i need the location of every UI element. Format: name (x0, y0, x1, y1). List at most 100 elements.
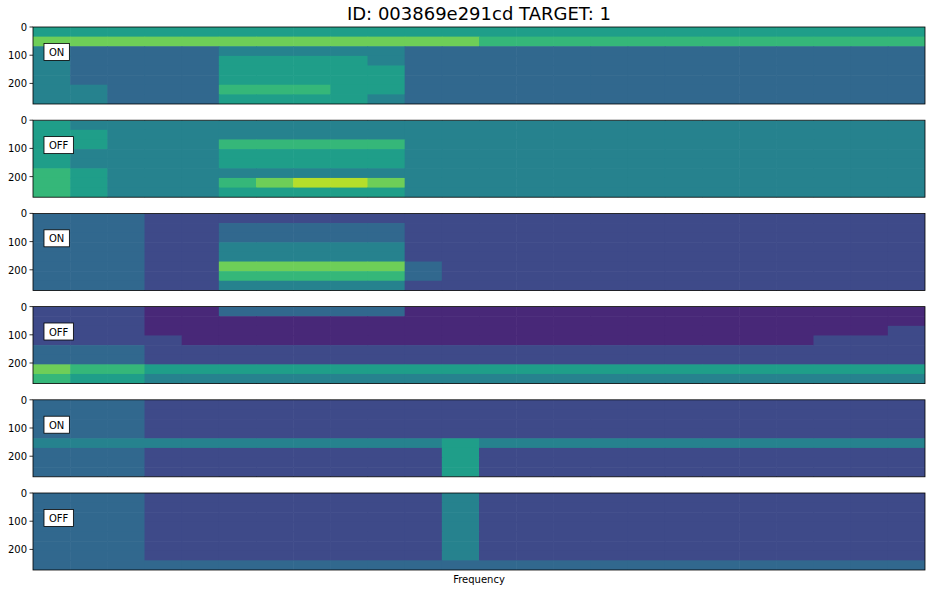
cell (665, 130, 703, 140)
cell (888, 307, 925, 317)
cell (591, 355, 629, 365)
cell (888, 512, 925, 522)
cell (405, 364, 443, 374)
cell (405, 458, 443, 468)
annotation-frame (44, 509, 73, 526)
cell (553, 364, 591, 374)
cell (182, 66, 220, 76)
cell (145, 355, 183, 365)
cell (814, 316, 852, 326)
cell (776, 458, 814, 468)
cell (739, 400, 777, 410)
annotation-box: OFF (44, 323, 73, 340)
cell (107, 94, 145, 104)
cell (330, 355, 368, 365)
cell (888, 46, 925, 56)
cell (814, 178, 852, 188)
cell (33, 541, 71, 551)
cell (479, 335, 517, 345)
cell (145, 168, 183, 178)
cell (70, 374, 108, 384)
cell (330, 532, 368, 542)
cell (368, 551, 406, 561)
cell (665, 252, 703, 262)
cell (70, 168, 108, 178)
cell (665, 532, 703, 542)
cell (368, 522, 406, 532)
cell (739, 46, 777, 56)
cell (219, 56, 257, 66)
cell (702, 130, 740, 140)
cell (219, 130, 257, 140)
cell (591, 493, 629, 503)
cell (293, 532, 331, 542)
cell (479, 316, 517, 326)
annotation: OFF (49, 327, 69, 338)
cell (107, 56, 145, 66)
cell (665, 213, 703, 223)
cell (219, 512, 257, 522)
cell (442, 374, 480, 384)
cell (851, 374, 889, 384)
cell (814, 326, 852, 336)
cell (888, 419, 925, 429)
cell (888, 345, 925, 355)
cell (553, 541, 591, 551)
cell (776, 120, 814, 130)
cell (368, 448, 406, 458)
cell (702, 178, 740, 188)
frame (33, 27, 925, 104)
cell (702, 75, 740, 85)
tick-label: 200 (8, 78, 27, 89)
cell (330, 560, 368, 570)
cell (814, 541, 852, 551)
cell (70, 94, 108, 104)
cell (33, 532, 71, 542)
cell (888, 223, 925, 233)
cell (145, 37, 183, 47)
cell (628, 503, 666, 513)
cell (405, 448, 443, 458)
cell (628, 419, 666, 429)
cell (628, 429, 666, 439)
cell (776, 85, 814, 95)
cell (405, 271, 443, 281)
annotation-frame (44, 137, 73, 154)
tick-label: 200 (8, 544, 27, 555)
cell (851, 130, 889, 140)
cell (33, 213, 71, 223)
cell (442, 560, 480, 570)
cell (107, 75, 145, 85)
cell (516, 467, 554, 477)
cell (516, 355, 554, 365)
cell (739, 345, 777, 355)
cell (368, 85, 406, 95)
cell (479, 139, 517, 149)
cell (182, 316, 220, 326)
annotation: OFF (49, 140, 69, 151)
cell (330, 400, 368, 410)
cell (70, 262, 108, 272)
cell (553, 438, 591, 448)
cell (442, 493, 480, 503)
cell (553, 149, 591, 159)
cell (814, 551, 852, 561)
cell (702, 419, 740, 429)
cell (665, 560, 703, 570)
cell (145, 448, 183, 458)
cell (851, 252, 889, 262)
cell (145, 532, 183, 542)
cell (739, 149, 777, 159)
cell (739, 139, 777, 149)
cell (330, 66, 368, 76)
cell (219, 400, 257, 410)
cell (256, 467, 294, 477)
cell (405, 438, 443, 448)
cell (182, 364, 220, 374)
cell (553, 233, 591, 243)
cell (591, 27, 629, 37)
cell (330, 512, 368, 522)
cell (70, 364, 108, 374)
heatmap (33, 213, 925, 290)
cell (256, 149, 294, 159)
